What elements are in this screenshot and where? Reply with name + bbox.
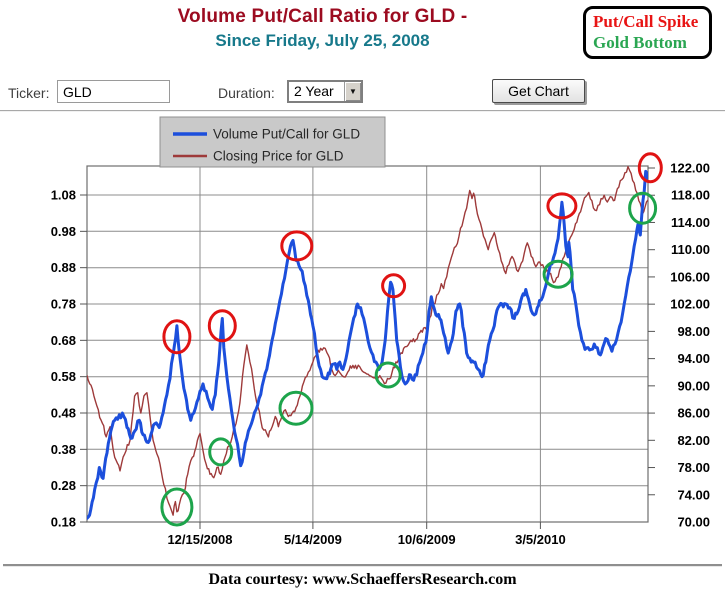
gold-bottom-circle [160,487,194,527]
annotation-putcall-spike-label: Put/Call Spike [593,12,699,31]
header-divider [0,110,725,112]
putcall-spike-circle [546,192,578,220]
left-tick-label: 0.48 [51,406,76,421]
ticker-input[interactable] [57,80,170,103]
annotation-key-box: Put/Call Spike Gold Bottom [583,6,712,59]
right-tick-label: 78.00 [677,460,710,475]
page-subtitle: Since Friday, July 25, 2008 [215,31,430,50]
putcall-volume-line [87,169,648,520]
chevron-down-icon[interactable]: ▼ [344,82,361,101]
putcall-spike-circle [162,319,192,355]
right-tick-label: 102.00 [670,297,710,312]
left-tick-label: 0.38 [51,442,76,457]
right-tick-label: 122.00 [670,161,710,176]
duration-label: Duration: [218,85,275,101]
chart-legend: Volume Put/Call for GLD Closing Price for… [159,116,386,168]
right-tick-label: 90.00 [677,378,710,393]
annotation-circles [160,152,663,527]
left-tick-label: 0.88 [51,260,76,275]
legend-label: Volume Put/Call for GLD [213,127,360,142]
putcall-ratio-chart: 0.18 0.28 0.38 0.48 0.58 0.68 0.78 0.88 0.98 1.08… [0,112,725,562]
right-tick-label: 110.00 [671,242,710,257]
right-axis-labels: 70.00 74.00 78.00 82.00 86.00 90.00 94.00 98.00… [648,161,710,530]
x-tick-label: 3/5/2010 [515,532,566,547]
left-tick-label: 0.28 [51,478,76,493]
left-tick-label: 1.08 [51,188,76,203]
x-tick-label: 5/14/2009 [284,532,342,547]
footer-divider [3,564,722,567]
right-tick-label: 118.00 [671,188,710,203]
putcall-spike-circle [381,273,407,299]
annotation-gold-bottom-label: Gold Bottom [593,33,687,52]
right-tick-label: 82.00 [677,433,710,448]
left-axis-labels: 0.18 0.28 0.38 0.48 0.58 0.68 0.78 0.88 0.98 1.08 [51,188,87,530]
right-tick-label: 98.00 [677,324,710,339]
gold-bottom-circle [374,361,402,389]
data-credit: Data courtesy: www.SchaeffersResearch.co… [208,571,517,588]
right-tick-label: 70.00 [677,515,710,530]
page-title: Volume Put/Call Ratio for GLD - [177,6,468,27]
x-axis-labels: 12/15/2008 5/14/2009 10/6/2009 3/5/2010 [167,522,566,547]
chart-svg: 0.18 0.28 0.38 0.48 0.58 0.68 0.78 0.88 0.98 1.08… [51,116,710,547]
left-tick-label: 0.98 [51,224,76,239]
ticker-label: Ticker: [8,85,50,101]
x-tick-label: 12/15/2008 [167,532,232,547]
page-header: Volume Put/Call Ratio for GLD - Since Fr… [0,6,645,51]
gold-bottom-circle [278,390,314,426]
right-tick-label: 74.00 [677,487,710,502]
putcall-spike-circle [280,230,314,262]
legend-label: Closing Price for GLD [213,149,344,164]
left-tick-label: 0.78 [51,297,76,312]
gold-bottom-circle [208,437,234,467]
left-tick-label: 0.68 [51,333,76,348]
right-tick-label: 106.00 [670,269,710,284]
left-tick-label: 0.18 [51,515,76,530]
right-tick-label: 86.00 [677,406,710,421]
gold-bottom-circle [542,259,574,289]
duration-selected-value: 2 Year [294,83,334,99]
left-tick-label: 0.58 [51,369,76,384]
gold-bottom-circle [628,191,658,225]
get-chart-button[interactable]: Get Chart [492,79,585,103]
putcall-spike-circle [637,152,663,184]
duration-select[interactable]: 2 Year ▼ [287,80,363,103]
right-tick-label: 114.00 [671,215,710,230]
closing-price-line [87,166,648,516]
putcall-spike-circle [207,309,237,343]
x-tick-label: 10/6/2009 [398,532,456,547]
right-tick-label: 94.00 [677,351,710,366]
